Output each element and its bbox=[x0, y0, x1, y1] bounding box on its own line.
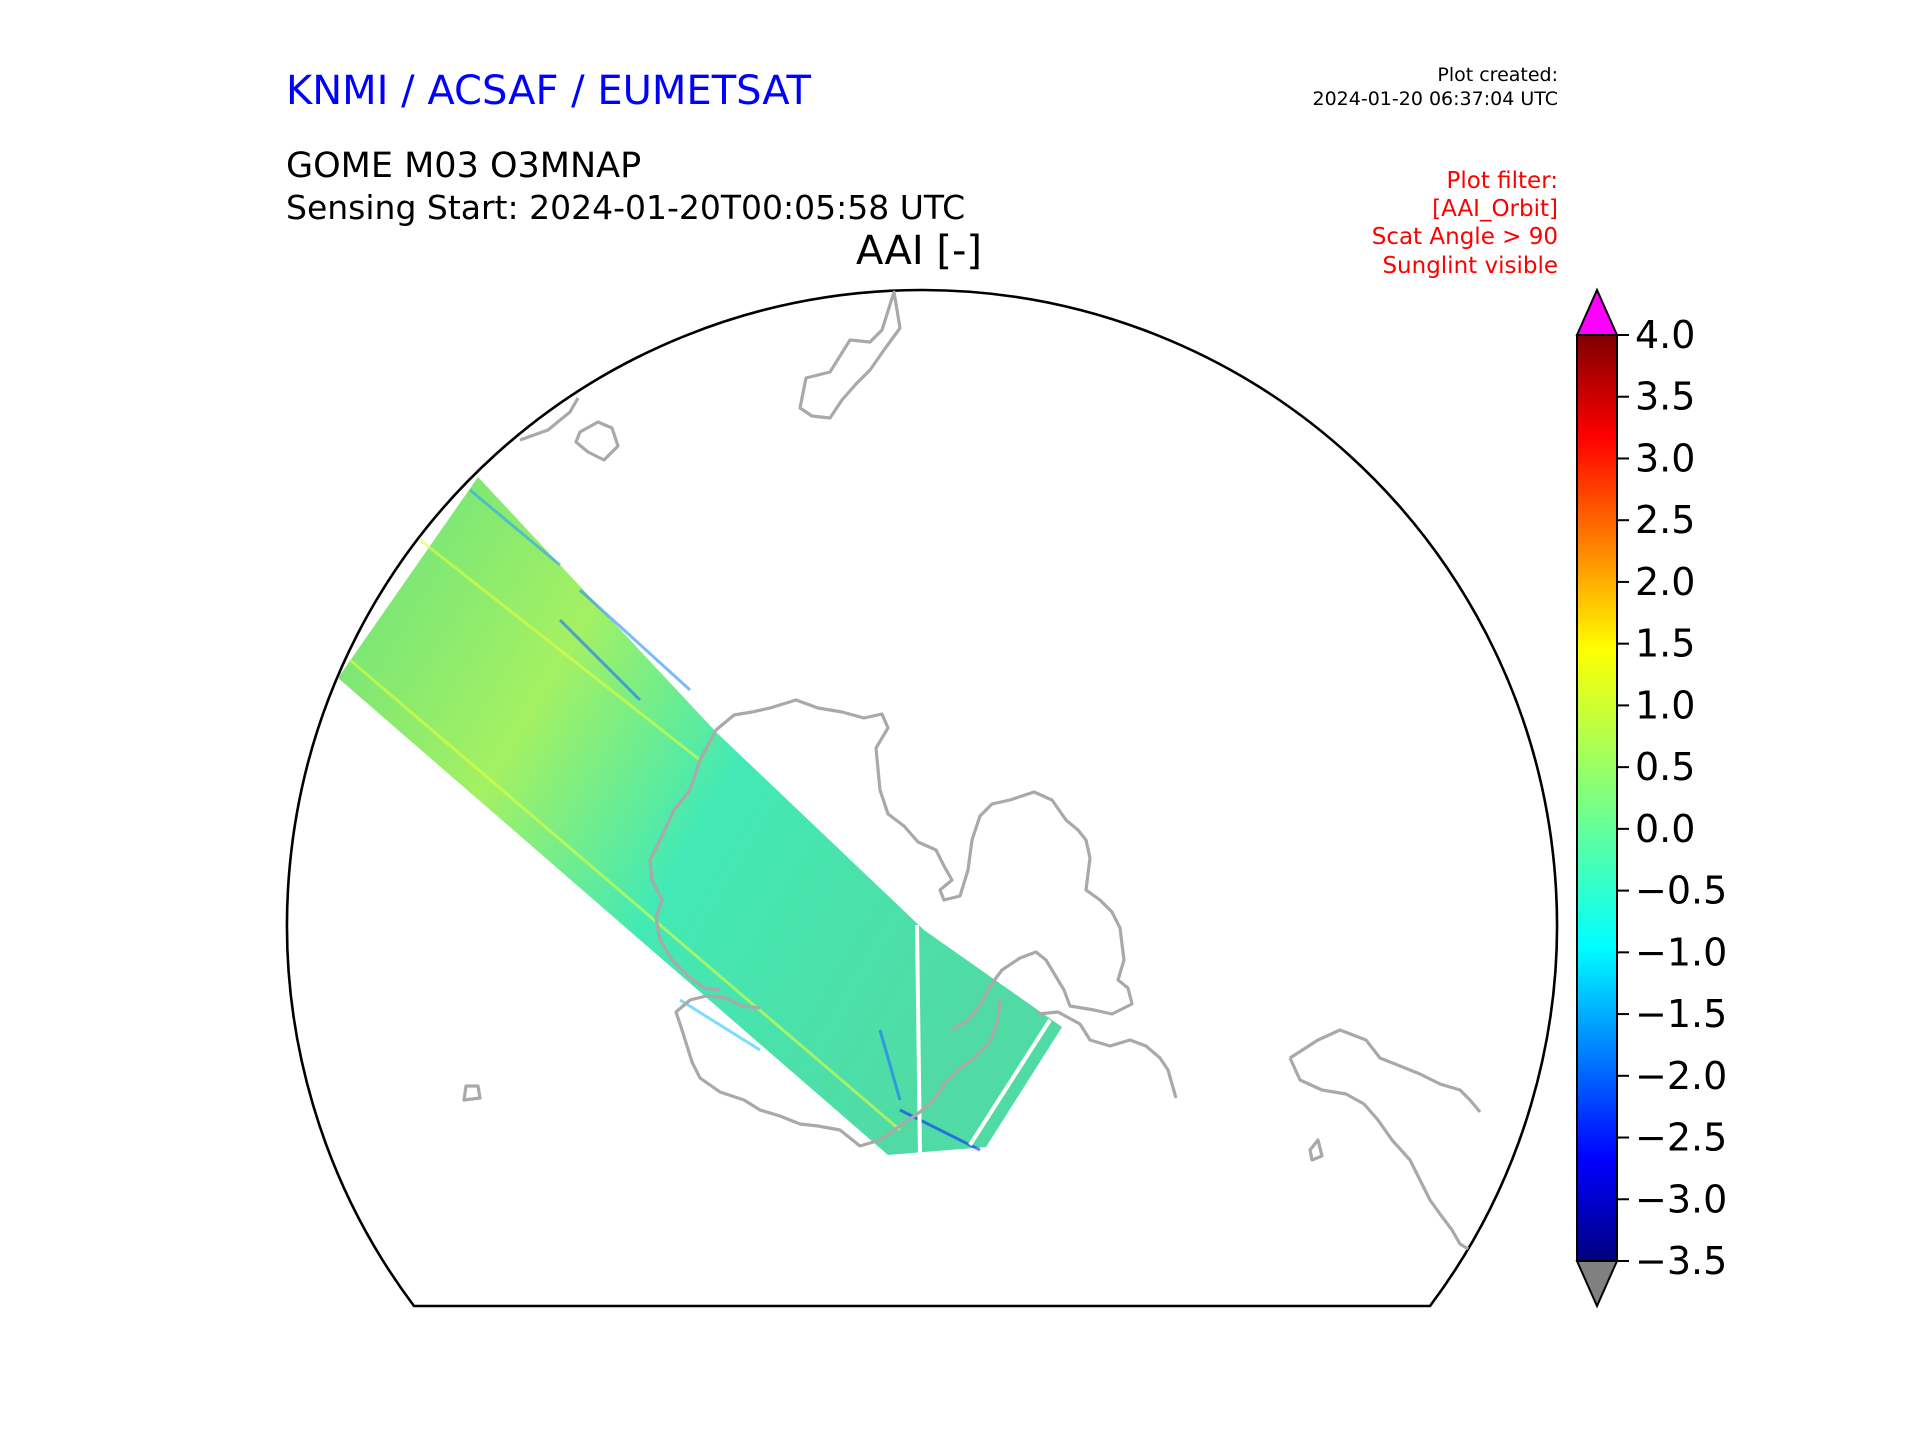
colorbar-tick-label: 1.5 bbox=[1635, 622, 1695, 666]
plot-filter-line: Sunglint visible bbox=[1382, 253, 1558, 279]
colorbar-tick-label: 3.5 bbox=[1635, 375, 1695, 419]
organization-title: KNMI / ACSAF / EUMETSAT bbox=[286, 68, 811, 114]
colorbar-tick-label: −1.5 bbox=[1635, 992, 1727, 1036]
swath-texture bbox=[349, 488, 981, 1152]
colorbar-tick-label: −1.0 bbox=[1635, 930, 1727, 974]
colorbar-tick-label: 2.0 bbox=[1635, 560, 1695, 604]
plot-filter-line: [AAI_Orbit] bbox=[1432, 196, 1558, 222]
product-name: GOME M03 O3MNAP bbox=[286, 146, 642, 186]
colorbar-under-extension bbox=[1575, 1260, 1619, 1309]
colorbar-tick-label: 3.0 bbox=[1635, 436, 1695, 480]
colorbar-tick-label: 2.5 bbox=[1635, 498, 1695, 542]
colorbar-tick-label: 0.5 bbox=[1635, 745, 1695, 789]
variable-title: AAI [-] bbox=[856, 228, 982, 274]
map-frame bbox=[285, 288, 1559, 1308]
colorbar-over-extension bbox=[1575, 287, 1619, 336]
colorbar-tick-label: 1.0 bbox=[1635, 683, 1695, 727]
aai-swath bbox=[338, 477, 1062, 1155]
coastlines bbox=[462, 290, 1482, 1306]
swath-gap bbox=[915, 924, 922, 1156]
colorbar-tick-label: −3.0 bbox=[1635, 1177, 1727, 1221]
colorbar-tick-label: 0.0 bbox=[1635, 807, 1695, 851]
colorbar-gradient bbox=[1576, 334, 1618, 1262]
colorbar-tick-label: 4.0 bbox=[1635, 313, 1695, 357]
colorbar-tick-label: −2.0 bbox=[1635, 1054, 1727, 1098]
plot-filter-line: Plot filter: bbox=[1446, 168, 1558, 194]
colorbar: 4.0 3.5 3.0 2.5 2.0 1.5 1.0 0.5 0.0 −0.5 −1.0 −1.5 −… bbox=[1575, 287, 1727, 1309]
colorbar-tick-label: −2.5 bbox=[1635, 1116, 1727, 1160]
colorbar-tick-label: −0.5 bbox=[1635, 869, 1727, 913]
plot-filter-line: Scat Angle > 90 bbox=[1371, 224, 1558, 250]
swath-gap bbox=[968, 1018, 1052, 1147]
plot-created-label: Plot created: bbox=[1437, 64, 1558, 86]
colorbar-tick-label: −3.5 bbox=[1635, 1239, 1727, 1283]
sensing-start: Sensing Start: 2024-01-20T00:05:58 UTC bbox=[286, 188, 966, 227]
plot-created-value: 2024-01-20 06:37:04 UTC bbox=[1312, 88, 1559, 110]
